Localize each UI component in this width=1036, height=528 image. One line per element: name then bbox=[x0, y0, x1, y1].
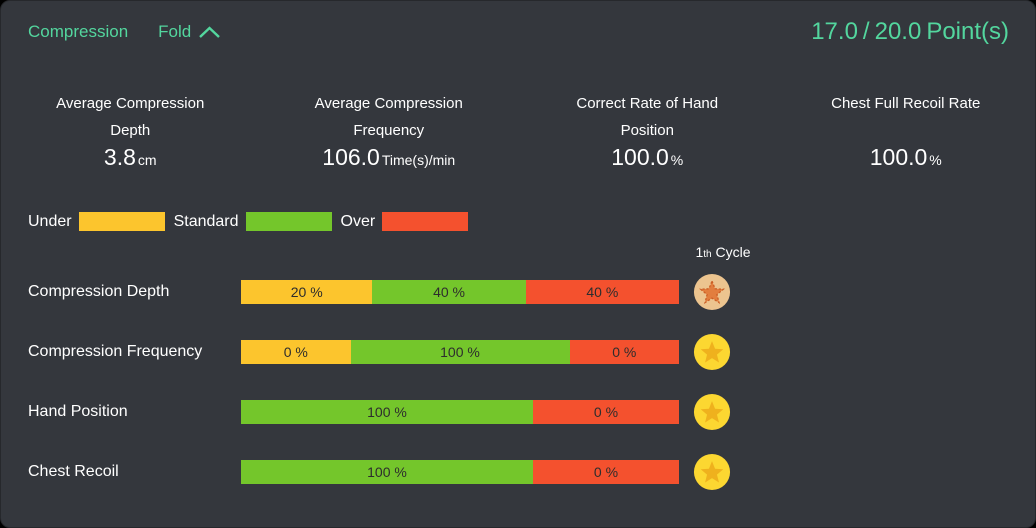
score-current: 17.0 bbox=[811, 18, 858, 45]
stat-unit: % bbox=[670, 152, 684, 168]
gold-medal-icon bbox=[693, 393, 731, 431]
metric-row-compression-frequency: Compression Frequency 0 % 100 % 0 % bbox=[1, 322, 1035, 382]
gold-medal-icon bbox=[693, 333, 731, 371]
legend-label: Over bbox=[340, 212, 376, 230]
cycle-column-header: 1th Cycle bbox=[678, 244, 768, 262]
legend-swatch-standard bbox=[245, 212, 332, 231]
bar-segment-standard: 100 % bbox=[241, 400, 533, 424]
legend-swatch-over bbox=[382, 212, 469, 231]
bar-segment-standard: 40 % bbox=[372, 280, 526, 304]
legend-item-standard: Standard bbox=[174, 212, 341, 231]
metric-row-hand-position: Hand Position 100 % 0 % bbox=[1, 382, 1035, 442]
cycle-ordinal: th bbox=[703, 249, 712, 260]
stat-unit: cm bbox=[137, 152, 157, 168]
score-total: 20.0 bbox=[874, 18, 922, 45]
legend-label: Under bbox=[28, 212, 72, 230]
stat-avg-frequency: Average Compression Frequency 106.0 Time(… bbox=[260, 90, 519, 171]
stat-label: Average Compression Frequency bbox=[314, 95, 463, 139]
chevron-up-icon bbox=[198, 25, 221, 39]
score-unit: Point(s) bbox=[926, 18, 1009, 45]
bronze-medal-icon bbox=[693, 273, 731, 311]
stat-unit: Time(s)/min bbox=[381, 152, 456, 168]
bar-segment-over: 40 % bbox=[525, 280, 679, 304]
stacked-bar: 100 % 0 % bbox=[241, 400, 679, 424]
metric-rows: Compression Depth 20 % 40 % 40 % Compressi… bbox=[1, 262, 1035, 502]
bar-segment-standard: 100 % bbox=[350, 340, 570, 364]
legend-label: Standard bbox=[173, 212, 239, 230]
row-label: Hand Position bbox=[28, 403, 128, 420]
score-separator: / bbox=[862, 18, 870, 45]
bands-legend: Under Standard Over bbox=[28, 212, 1035, 231]
stat-label: Average Compression Depth bbox=[56, 95, 205, 139]
fold-label: Fold bbox=[158, 22, 192, 41]
legend-item-over: Over bbox=[341, 212, 478, 231]
stat-label: Correct Rate of Hand Position bbox=[576, 95, 719, 139]
legend-item-under: Under bbox=[28, 212, 174, 231]
metric-row-chest-recoil: Chest Recoil 100 % 0 % bbox=[1, 442, 1035, 502]
bar-segment-under: 0 % bbox=[241, 340, 351, 364]
bar-segment-under: 20 % bbox=[241, 280, 373, 304]
stat-value: 106.0 bbox=[322, 144, 380, 170]
stacked-bar: 0 % 100 % 0 % bbox=[241, 340, 679, 364]
row-label: Chest Recoil bbox=[28, 463, 119, 480]
summary-stats: Average Compression Depth 3.8 cm Average … bbox=[1, 90, 1035, 171]
metric-row-compression-depth: Compression Depth 20 % 40 % 40 % bbox=[1, 262, 1035, 322]
gold-medal-icon bbox=[693, 453, 731, 491]
stacked-bar: 100 % 0 % bbox=[241, 460, 679, 484]
stat-value: 100.0 bbox=[611, 144, 669, 170]
stat-value: 3.8 bbox=[103, 144, 136, 170]
stat-value: 100.0 bbox=[869, 144, 928, 170]
score-display: 17.0 / 20.0 Point(s) bbox=[811, 18, 1009, 46]
cycle-number: 1 bbox=[695, 244, 704, 260]
bar-segment-over: 0 % bbox=[532, 400, 679, 424]
bar-segment-over: 0 % bbox=[532, 460, 679, 484]
row-label: Compression Depth bbox=[28, 283, 170, 300]
panel-header: Compression Fold 17.0 / 20.0 Point(s) bbox=[1, 1, 1035, 46]
stat-unit: % bbox=[929, 152, 942, 168]
stat-hand-position-rate: Correct Rate of Hand Position 100.0% bbox=[518, 90, 777, 171]
bar-segment-standard: 100 % bbox=[241, 460, 533, 484]
bar-segment-over: 0 % bbox=[569, 340, 679, 364]
stat-label: Chest Full Recoil Rate bbox=[831, 95, 981, 112]
legend-swatch-under bbox=[78, 212, 165, 231]
stat-chest-recoil-rate: Chest Full Recoil Rate 100.0% bbox=[777, 90, 1036, 171]
section-title: Compression bbox=[28, 22, 129, 41]
row-label: Compression Frequency bbox=[28, 343, 203, 360]
stacked-bar: 20 % 40 % 40 % bbox=[241, 280, 679, 304]
cycle-word: Cycle bbox=[715, 244, 751, 260]
stat-avg-depth: Average Compression Depth 3.8 cm bbox=[1, 90, 260, 171]
fold-toggle[interactable]: Fold bbox=[158, 22, 221, 42]
